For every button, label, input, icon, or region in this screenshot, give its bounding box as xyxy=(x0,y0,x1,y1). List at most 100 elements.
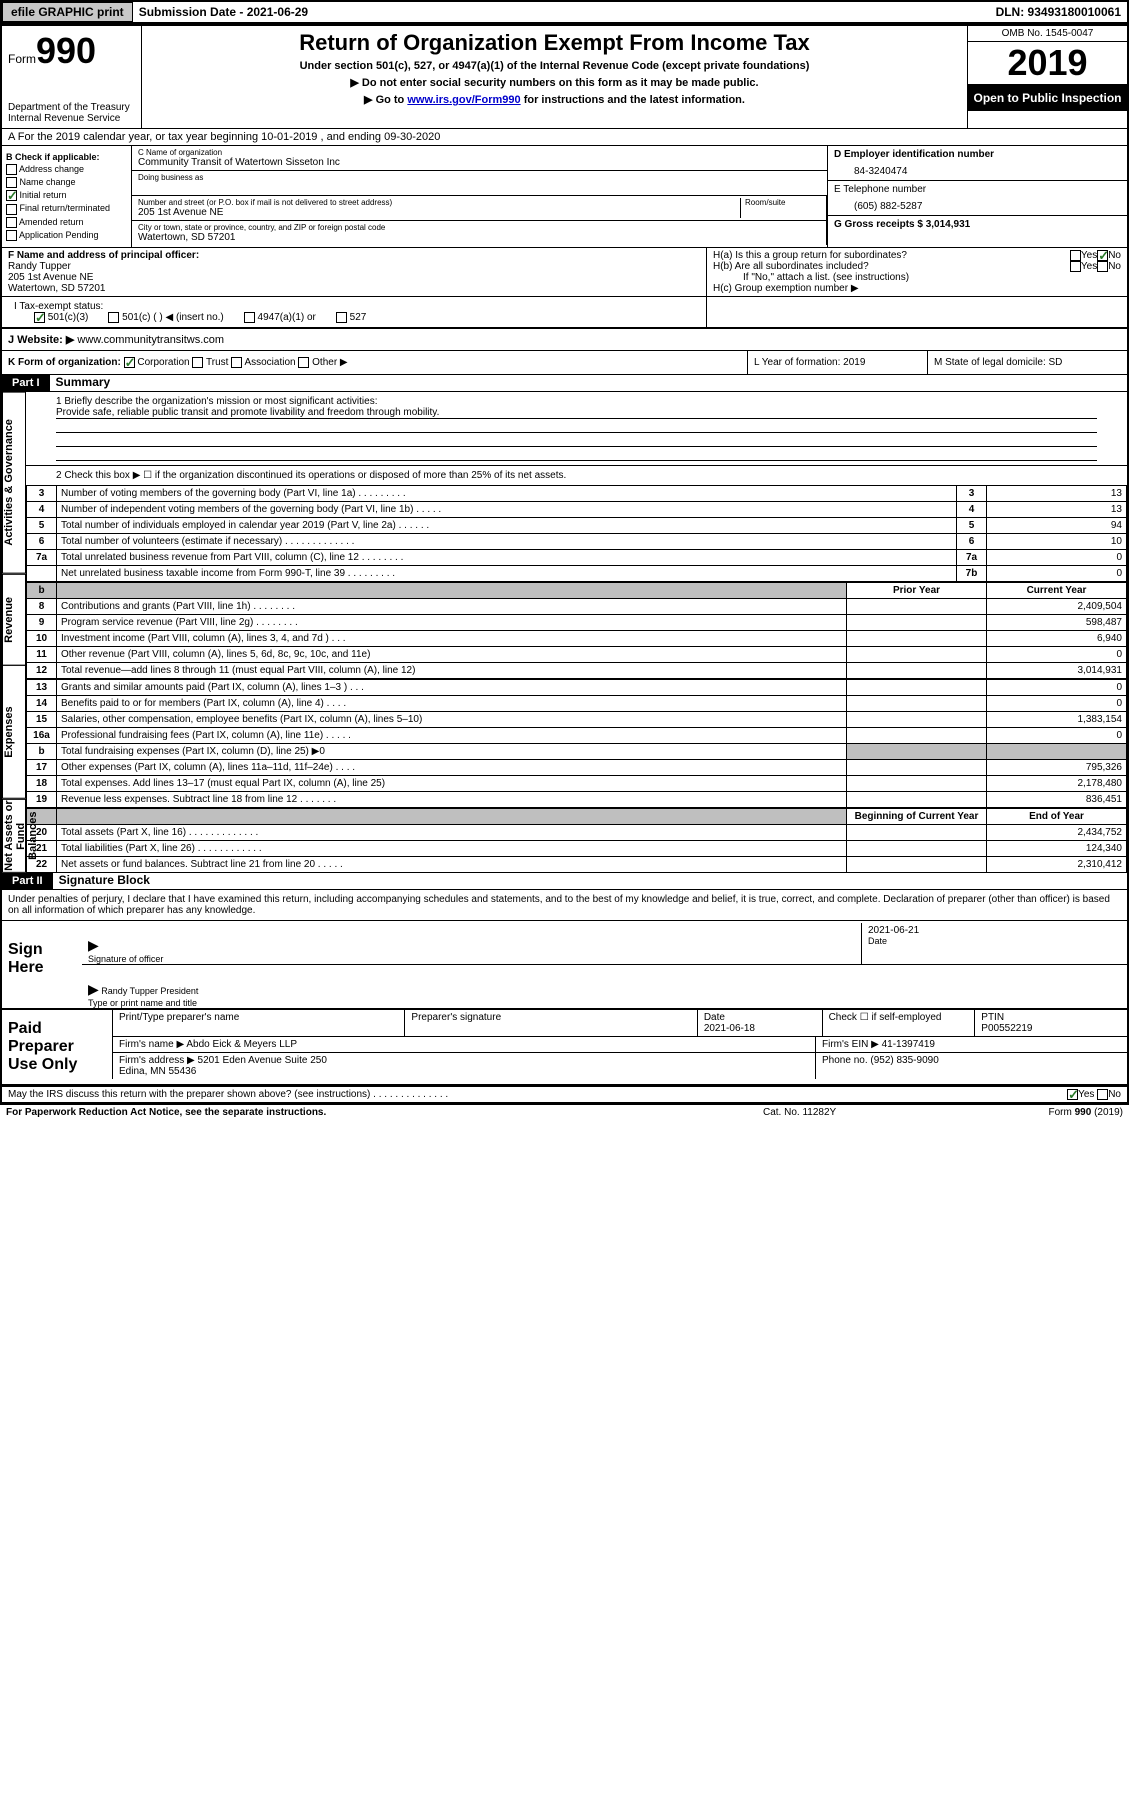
part2-header: Part II Signature Block xyxy=(2,873,1127,890)
k-corp-chk[interactable] xyxy=(124,357,135,368)
m-state: M State of legal domicile: SD xyxy=(927,351,1127,374)
k-other-chk[interactable] xyxy=(298,357,309,368)
sign-here-label: Sign Here xyxy=(2,921,72,1008)
prep-firm-phone: Phone no. (952) 835-9090 xyxy=(815,1053,1127,1079)
colb-item: Application Pending xyxy=(6,230,127,241)
tax-status-label: I Tax-exempt status: xyxy=(14,301,103,312)
sig-date-label: Date xyxy=(868,936,887,946)
k-label: K Form of organization: xyxy=(8,357,121,368)
ha-no[interactable] xyxy=(1097,250,1108,261)
open-inspection: Open to Public Inspection xyxy=(968,85,1127,111)
vert-revenue: Revenue xyxy=(2,574,26,666)
org-city: Watertown, SD 57201 xyxy=(138,232,820,243)
phone-value: (605) 882-5287 xyxy=(834,195,1121,212)
row-i-j: I Tax-exempt status: 501(c)(3) 501(c) ( … xyxy=(2,297,1127,329)
col-b-title: B Check if applicable: xyxy=(6,152,127,162)
q1-value: Provide safe, reliable public transit an… xyxy=(56,407,1097,419)
hc-label: H(c) Group exemption number ▶ xyxy=(713,283,1121,294)
efile-print-btn[interactable]: efile GRAPHIC print xyxy=(2,2,133,22)
officer-addr2: Watertown, SD 57201 xyxy=(8,283,700,294)
header-left: Form 990 Department of the Treasury Inte… xyxy=(2,26,142,128)
tax-opt-chk[interactable] xyxy=(244,312,255,323)
form-subtitle: Under section 501(c), 527, or 4947(a)(1)… xyxy=(150,60,959,72)
governance-table: 3Number of voting members of the governi… xyxy=(26,485,1127,582)
dln: DLN: 93493180010061 xyxy=(996,5,1127,19)
form-container: Form 990 Department of the Treasury Inte… xyxy=(0,24,1129,1105)
tax-opt-chk[interactable] xyxy=(34,312,45,323)
prep-selfemp: Check ☐ if self-employed xyxy=(822,1010,975,1036)
footer-left: For Paperwork Reduction Act Notice, see … xyxy=(6,1107,763,1118)
part1-badge: Part I xyxy=(2,375,50,391)
bcy-header: Beginning of Current Year xyxy=(847,809,987,825)
row-f-h: F Name and address of principal officer:… xyxy=(2,248,1127,297)
col-right: D Employer identification number 84-3240… xyxy=(827,146,1127,247)
prep-date: Date 2021-06-18 xyxy=(697,1010,822,1036)
room-label: Room/suite xyxy=(745,198,820,207)
colb-checkbox[interactable] xyxy=(6,230,17,241)
prep-firm-addr: Firm's address ▶ 5201 Eden Avenue Suite … xyxy=(112,1053,815,1079)
perjury-text: Under penalties of perjury, I declare th… xyxy=(2,890,1127,921)
footer: For Paperwork Reduction Act Notice, see … xyxy=(0,1105,1129,1120)
no-ssn-note: ▶ Do not enter social security numbers o… xyxy=(150,76,959,89)
goto-line: ▶ Go to www.irs.gov/Form990 for instruct… xyxy=(150,93,959,106)
tax-opt-chk[interactable] xyxy=(108,312,119,323)
row-k-l-m: K Form of organization: Corporation Trus… xyxy=(2,351,1127,375)
discuss-no[interactable] xyxy=(1097,1089,1108,1100)
ha-yes[interactable] xyxy=(1070,250,1081,261)
k-trust: Trust xyxy=(206,357,228,368)
header-right: OMB No. 1545-0047 2019 Open to Public In… xyxy=(967,26,1127,128)
k-trust-chk[interactable] xyxy=(192,357,203,368)
row-j: J Website: ▶ www.communitytransitws.com xyxy=(2,329,1127,351)
netassets-table: Beginning of Current YearEnd of Year 20T… xyxy=(26,808,1127,873)
colb-checkbox[interactable] xyxy=(6,204,17,215)
addr-label: Number and street (or P.O. box if mail i… xyxy=(138,198,740,207)
goto-link[interactable]: www.irs.gov/Form990 xyxy=(407,94,520,106)
form-number: 990 xyxy=(36,30,96,72)
k-assoc-chk[interactable] xyxy=(231,357,242,368)
colb-checkbox[interactable] xyxy=(6,190,17,201)
tax-opt-chk[interactable] xyxy=(336,312,347,323)
sig-date: 2021-06-21 xyxy=(868,925,919,936)
colb-checkbox[interactable] xyxy=(6,164,17,175)
officer-addr1: 205 1st Avenue NE xyxy=(8,272,700,283)
hb-yes[interactable] xyxy=(1070,261,1081,272)
paid-preparer-label: Paid Preparer Use Only xyxy=(2,1010,112,1084)
discuss-yes[interactable] xyxy=(1067,1089,1078,1100)
row-a: A For the 2019 calendar year, or tax yea… xyxy=(2,129,1127,146)
officer-name: Randy Tupper xyxy=(8,261,700,272)
ein-label: D Employer identification number xyxy=(834,149,1121,160)
goto-pre: ▶ Go to xyxy=(364,94,407,106)
vert-netassets: Net Assets or Fund Balances xyxy=(2,799,26,873)
part1-body: Activities & Governance Revenue Expenses… xyxy=(2,392,1127,873)
colb-item: Initial return xyxy=(6,190,127,201)
form-header: Form 990 Department of the Treasury Inte… xyxy=(2,26,1127,129)
sig-name: Randy Tupper President xyxy=(101,986,198,996)
website-label: J Website: ▶ xyxy=(8,334,77,346)
ein-value: 84-3240474 xyxy=(834,160,1121,177)
k-assoc: Association xyxy=(244,357,295,368)
footer-mid: Cat. No. 11282Y xyxy=(763,1107,963,1118)
footer-right: Form 990 (2019) xyxy=(963,1107,1123,1118)
colb-item: Final return/terminated xyxy=(6,203,127,214)
gross-receipts: G Gross receipts $ 3,014,931 xyxy=(834,219,1121,230)
eoy-header: End of Year xyxy=(987,809,1127,825)
website-value: www.communitytransitws.com xyxy=(77,334,224,346)
hb-no[interactable] xyxy=(1097,261,1108,272)
cy-header: Current Year xyxy=(987,583,1127,599)
colb-item: Address change xyxy=(6,164,127,175)
prep-firm-ein: Firm's EIN ▶ 41-1397419 xyxy=(815,1037,1127,1052)
colb-checkbox[interactable] xyxy=(6,177,17,188)
colb-checkbox[interactable] xyxy=(6,217,17,228)
col-h: H(a) Is this a group return for subordin… xyxy=(707,248,1127,296)
tax-year: 2019 xyxy=(968,42,1127,85)
q2-text: 2 Check this box ▶ ☐ if the organization… xyxy=(26,466,1127,485)
header-mid: Return of Organization Exempt From Incom… xyxy=(142,26,967,128)
colb-item: Amended return xyxy=(6,217,127,228)
goto-post: for instructions and the latest informat… xyxy=(521,94,745,106)
org-name: Community Transit of Watertown Sisseton … xyxy=(138,157,821,168)
dept-treasury: Department of the Treasury xyxy=(8,102,135,113)
part1-header: Part I Summary xyxy=(2,375,1127,392)
discuss-row: May the IRS discuss this return with the… xyxy=(2,1086,1127,1103)
submission-date: Submission Date - 2021-06-29 xyxy=(133,5,314,19)
mission-block: 1 Briefly describe the organization's mi… xyxy=(26,392,1127,466)
